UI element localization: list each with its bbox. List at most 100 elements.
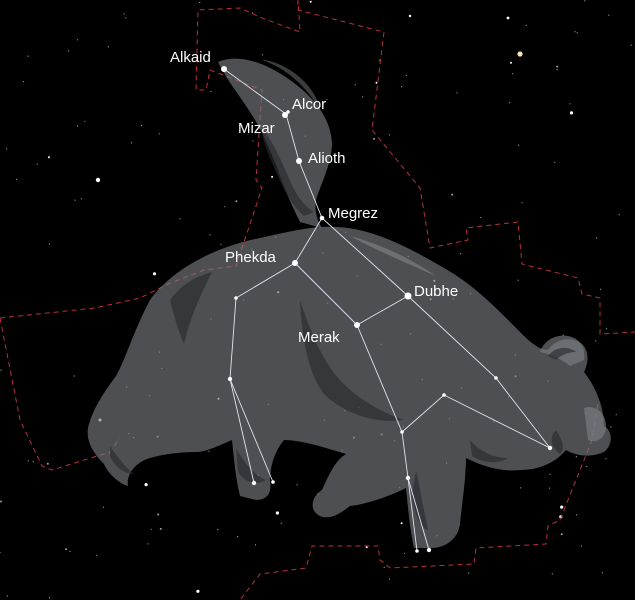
handle-line (223, 68, 323, 219)
star-figure (400, 430, 404, 434)
background-star (199, 1, 201, 4)
background-star (144, 483, 148, 487)
background-star (569, 103, 571, 105)
background-star (0, 369, 2, 371)
background-star (84, 120, 86, 122)
background-star (275, 511, 279, 515)
background-star (196, 589, 200, 593)
background-star (630, 44, 632, 46)
background-star (235, 200, 238, 203)
star-phekda (292, 260, 298, 266)
background-star (130, 142, 133, 144)
star-dubhe (404, 292, 412, 300)
background-star (584, 0, 586, 2)
background-star (451, 193, 454, 196)
background-star (601, 572, 604, 574)
background-star (208, 450, 210, 452)
star-figure (426, 547, 432, 553)
background-star (456, 92, 458, 94)
label-dubhe: Dubhe (414, 283, 458, 300)
background-star (383, 566, 385, 569)
background-star (236, 536, 239, 538)
background-star (378, 59, 380, 61)
label-alioth: Alioth (308, 150, 346, 167)
background-star (65, 548, 68, 551)
star-figure (234, 296, 238, 300)
star-figure (494, 376, 498, 380)
background-star (388, 578, 391, 580)
front-foot-line (229, 378, 274, 483)
label-alcor: Alcor (292, 96, 326, 113)
background-star (280, 522, 282, 524)
front-leg-line (229, 262, 296, 484)
background-star (549, 487, 551, 489)
label-megrez: Megrez (328, 205, 378, 222)
hind-foot-line (407, 477, 430, 551)
star-labels: Alkaid Alcor Mizar Alioth Megrez Phekda … (170, 49, 458, 346)
background-star (210, 90, 212, 93)
background-star (375, 81, 378, 84)
star-alkaid (221, 66, 227, 72)
background-star (596, 237, 598, 239)
background-star (510, 61, 512, 64)
star-figure (227, 376, 233, 382)
background-star (556, 69, 558, 71)
background-star (96, 554, 98, 556)
star-figure (442, 393, 446, 397)
background-star (517, 279, 519, 281)
background-star (0, 500, 2, 503)
background-star (595, 340, 597, 342)
background-star (217, 529, 219, 531)
background-star (150, 528, 152, 530)
background-star (605, 458, 607, 460)
background-star (36, 163, 38, 165)
background-star (140, 124, 143, 126)
background-star (107, 46, 109, 48)
background-star (506, 16, 510, 20)
background-star (95, 177, 101, 183)
background-star (76, 39, 78, 41)
background-star (554, 161, 556, 163)
background-star (575, 514, 578, 516)
background-star (518, 144, 520, 146)
background-star (521, 202, 523, 204)
background-star (574, 31, 576, 33)
background-star (400, 522, 403, 525)
background-star (48, 597, 51, 599)
background-star (525, 24, 527, 27)
background-star (401, 86, 403, 88)
star-alioth (296, 158, 302, 164)
background-star (102, 506, 105, 508)
background-star (575, 456, 578, 458)
background-star (27, 55, 29, 57)
label-merak: Merak (298, 329, 340, 346)
background-star (46, 462, 49, 465)
asterism-lines (223, 68, 551, 552)
background-star (610, 426, 612, 428)
background-star (252, 140, 254, 142)
background-star (408, 14, 412, 18)
label-phekda: Phekda (225, 249, 277, 266)
background-star (551, 573, 553, 575)
background-star (509, 102, 511, 104)
background-star (480, 216, 482, 219)
background-star (68, 50, 70, 52)
background-star (608, 14, 610, 16)
background-star (159, 527, 162, 530)
background-star (586, 465, 588, 468)
background-star (615, 414, 617, 416)
star-merak (354, 322, 360, 328)
background-star (365, 546, 368, 549)
background-star (296, 484, 298, 486)
background-star (405, 74, 407, 76)
background-star (22, 81, 25, 83)
background-star (179, 218, 181, 220)
background-star (209, 234, 211, 236)
label-mizar: Mizar (238, 120, 275, 137)
star-figure (415, 549, 419, 553)
background-star (220, 243, 222, 245)
background-star (73, 375, 75, 377)
background-star (556, 65, 559, 68)
